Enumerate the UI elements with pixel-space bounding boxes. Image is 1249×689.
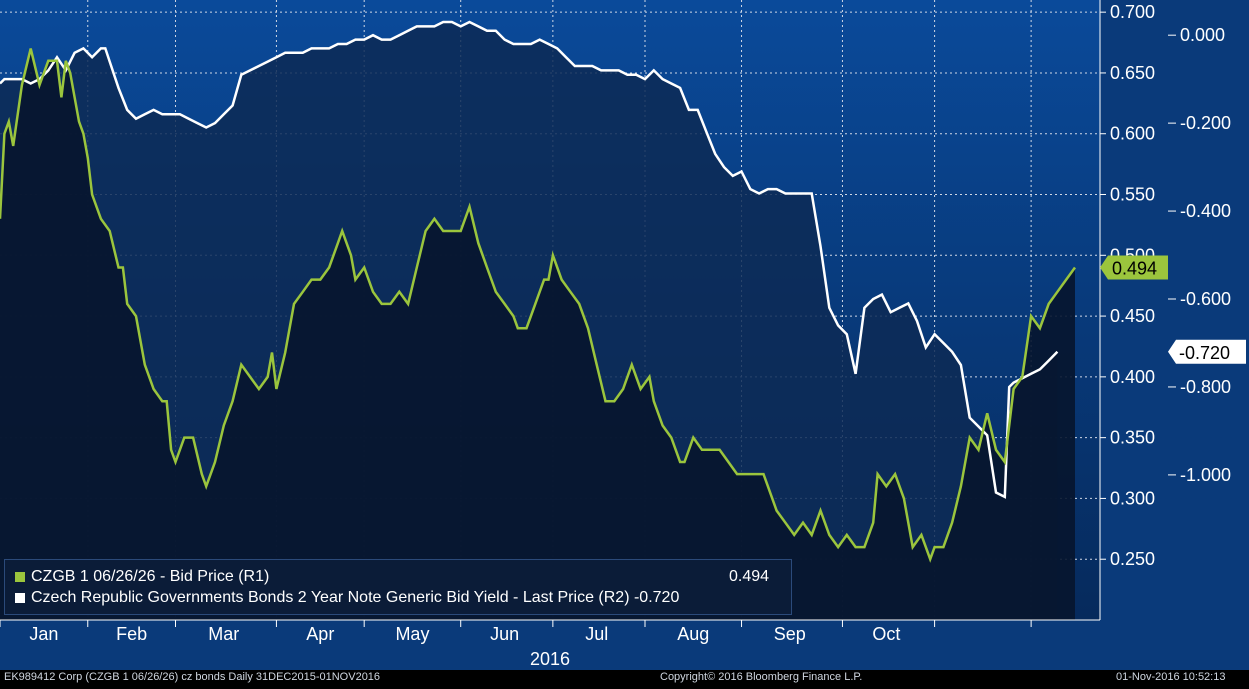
r2-tick-label: 0.000: [1180, 25, 1225, 45]
r2-tick-label: -1.000: [1180, 465, 1231, 485]
xaxis-background: [0, 620, 1249, 670]
r1-last-tag: 0.494: [1100, 255, 1168, 280]
x-axis: Jan Feb Mar Apr May Jun Jul Aug Sep Oct 2016: [0, 619, 1100, 669]
last-value-tags: 0.494 -0.720: [1100, 255, 1246, 364]
r2-series-line: [0, 20, 1059, 499]
r1-tick-label: 0.450: [1110, 306, 1155, 326]
axis-r2: 0.000 -0.200 -0.400 -0.600 -0.800 -1.000: [1168, 25, 1231, 485]
axis-r1: 0.7000.6500.6000.5500.5000.4500.4000.350…: [1099, 0, 1155, 620]
legend-label-r2: Czech Republic Governments Bonds 2 Year …: [31, 589, 630, 606]
footer-left: EK989412 Corp (CZGB 1 06/26/26) cz bonds…: [4, 671, 381, 683]
r1-tick-label: 0.650: [1110, 63, 1155, 83]
legend-row-r2: Czech Republic Governments Bonds 2 Year …: [15, 589, 679, 607]
legend-swatch-r2: [15, 592, 25, 603]
footer-center: Copyright© 2016 Bloomberg Finance L.P.: [660, 671, 863, 683]
r1-area: [0, 48, 1075, 621]
r1-tick-label: 0.250: [1110, 549, 1155, 569]
r2-tick-label: -0.600: [1180, 289, 1231, 309]
month-label: Oct: [872, 624, 900, 644]
legend-value-r1: 0.494: [729, 568, 770, 585]
r1-line-group: [0, 48, 1077, 563]
r1-tick-label: 0.350: [1110, 428, 1155, 448]
axis-background: [1100, 0, 1249, 620]
r1-tick-label: 0.550: [1110, 185, 1155, 205]
legend-row-r1: CZGB 1 06/26/26 - Bid Price (R1): [15, 568, 269, 586]
month-label: Sep: [774, 624, 806, 644]
legend-swatch-r1: [15, 571, 25, 582]
r2-tick-label: -0.800: [1180, 377, 1231, 397]
r1-tick-label: 0.600: [1110, 124, 1155, 144]
month-label: May: [395, 624, 429, 644]
r1-last-tag-label: 0.494: [1112, 258, 1157, 278]
month-label: Feb: [116, 624, 147, 644]
year-label: 2016: [530, 649, 570, 669]
month-label: Aug: [677, 624, 709, 644]
r2-last-tag-label: -0.720: [1179, 343, 1230, 363]
legend-label-r1: CZGB 1 06/26/26 - Bid Price (R1): [31, 568, 270, 585]
month-label: Jun: [490, 624, 519, 644]
month-label: Jan: [29, 624, 58, 644]
legend-value-r2: -0.720: [633, 589, 680, 606]
r2-last-tag: -0.720: [1168, 339, 1246, 364]
r2-tick-label: -0.200: [1180, 113, 1231, 133]
month-label: Mar: [208, 624, 239, 644]
r1-tick-label: 0.700: [1110, 2, 1155, 22]
month-label: Apr: [306, 624, 334, 644]
r1-tick-label: 0.300: [1110, 488, 1155, 508]
r1-area-group: [0, 48, 1075, 621]
r2-tick-label: -0.400: [1180, 201, 1231, 221]
month-label: Jul: [585, 624, 608, 644]
legend: CZGB 1 06/26/26 - Bid Price (R1) 0.494 C…: [4, 559, 792, 615]
r1-last-tag-bg: [1100, 255, 1168, 280]
r1-series-line: [0, 48, 1077, 563]
r2-line-group: [0, 20, 1059, 499]
r2-last-tag-bg: [1168, 339, 1246, 364]
footer-right: 01-Nov-2016 10:52:13: [1116, 671, 1226, 683]
r1-tick-label: 0.400: [1110, 367, 1155, 387]
